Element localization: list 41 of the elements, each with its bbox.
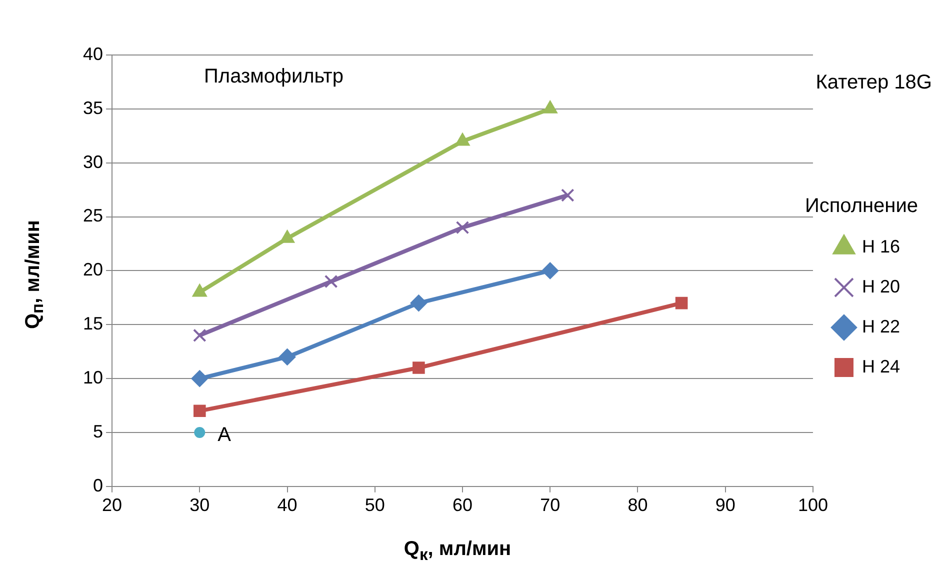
y-tick-label: 15 <box>82 314 104 334</box>
point <box>542 262 559 280</box>
x-tick-label: 50 <box>364 495 385 516</box>
x-tick-label: 30 <box>190 495 210 516</box>
point <box>675 296 688 310</box>
legend-label: Н 16 <box>862 236 900 256</box>
legend-label: Н 24 <box>862 356 900 376</box>
point <box>193 404 206 418</box>
point <box>278 348 296 366</box>
y-tick-label: 40 <box>82 44 104 64</box>
x-tick-label: 60 <box>452 495 473 516</box>
y-tick-label: 30 <box>82 152 104 172</box>
y-tick-label: 25 <box>82 206 104 226</box>
x-tick-label: 40 <box>277 495 298 516</box>
point <box>542 100 558 114</box>
legend-label: Н 20 <box>862 276 900 296</box>
point <box>455 132 470 146</box>
point <box>192 328 206 342</box>
x-tick-label: 80 <box>628 495 648 516</box>
x-tick-label: 90 <box>715 495 736 516</box>
point <box>456 220 470 234</box>
legend-title: Исполнение <box>804 195 918 218</box>
y-tick-label: 35 <box>82 98 104 118</box>
point <box>194 426 206 438</box>
annotation: A <box>218 424 232 446</box>
y-tick-label: 20 <box>82 260 104 280</box>
point <box>560 188 574 202</box>
y-tick-label: 5 <box>93 421 104 442</box>
legend-label: Н 22 <box>862 316 900 336</box>
point <box>412 362 425 374</box>
point <box>191 370 208 388</box>
text: Плазмофильтр <box>204 66 344 88</box>
text: Катетер 18G <box>816 72 932 94</box>
y-tick-label: 10 <box>82 368 104 388</box>
point <box>280 230 295 243</box>
y-tick-label: 0 <box>93 475 104 496</box>
point <box>410 294 428 312</box>
x-tick-label: 100 <box>798 495 828 516</box>
x-tick-label: 70 <box>540 495 560 516</box>
x-axis-title: Q$_{к}$, мл/мин <box>402 538 512 565</box>
point <box>324 274 338 288</box>
